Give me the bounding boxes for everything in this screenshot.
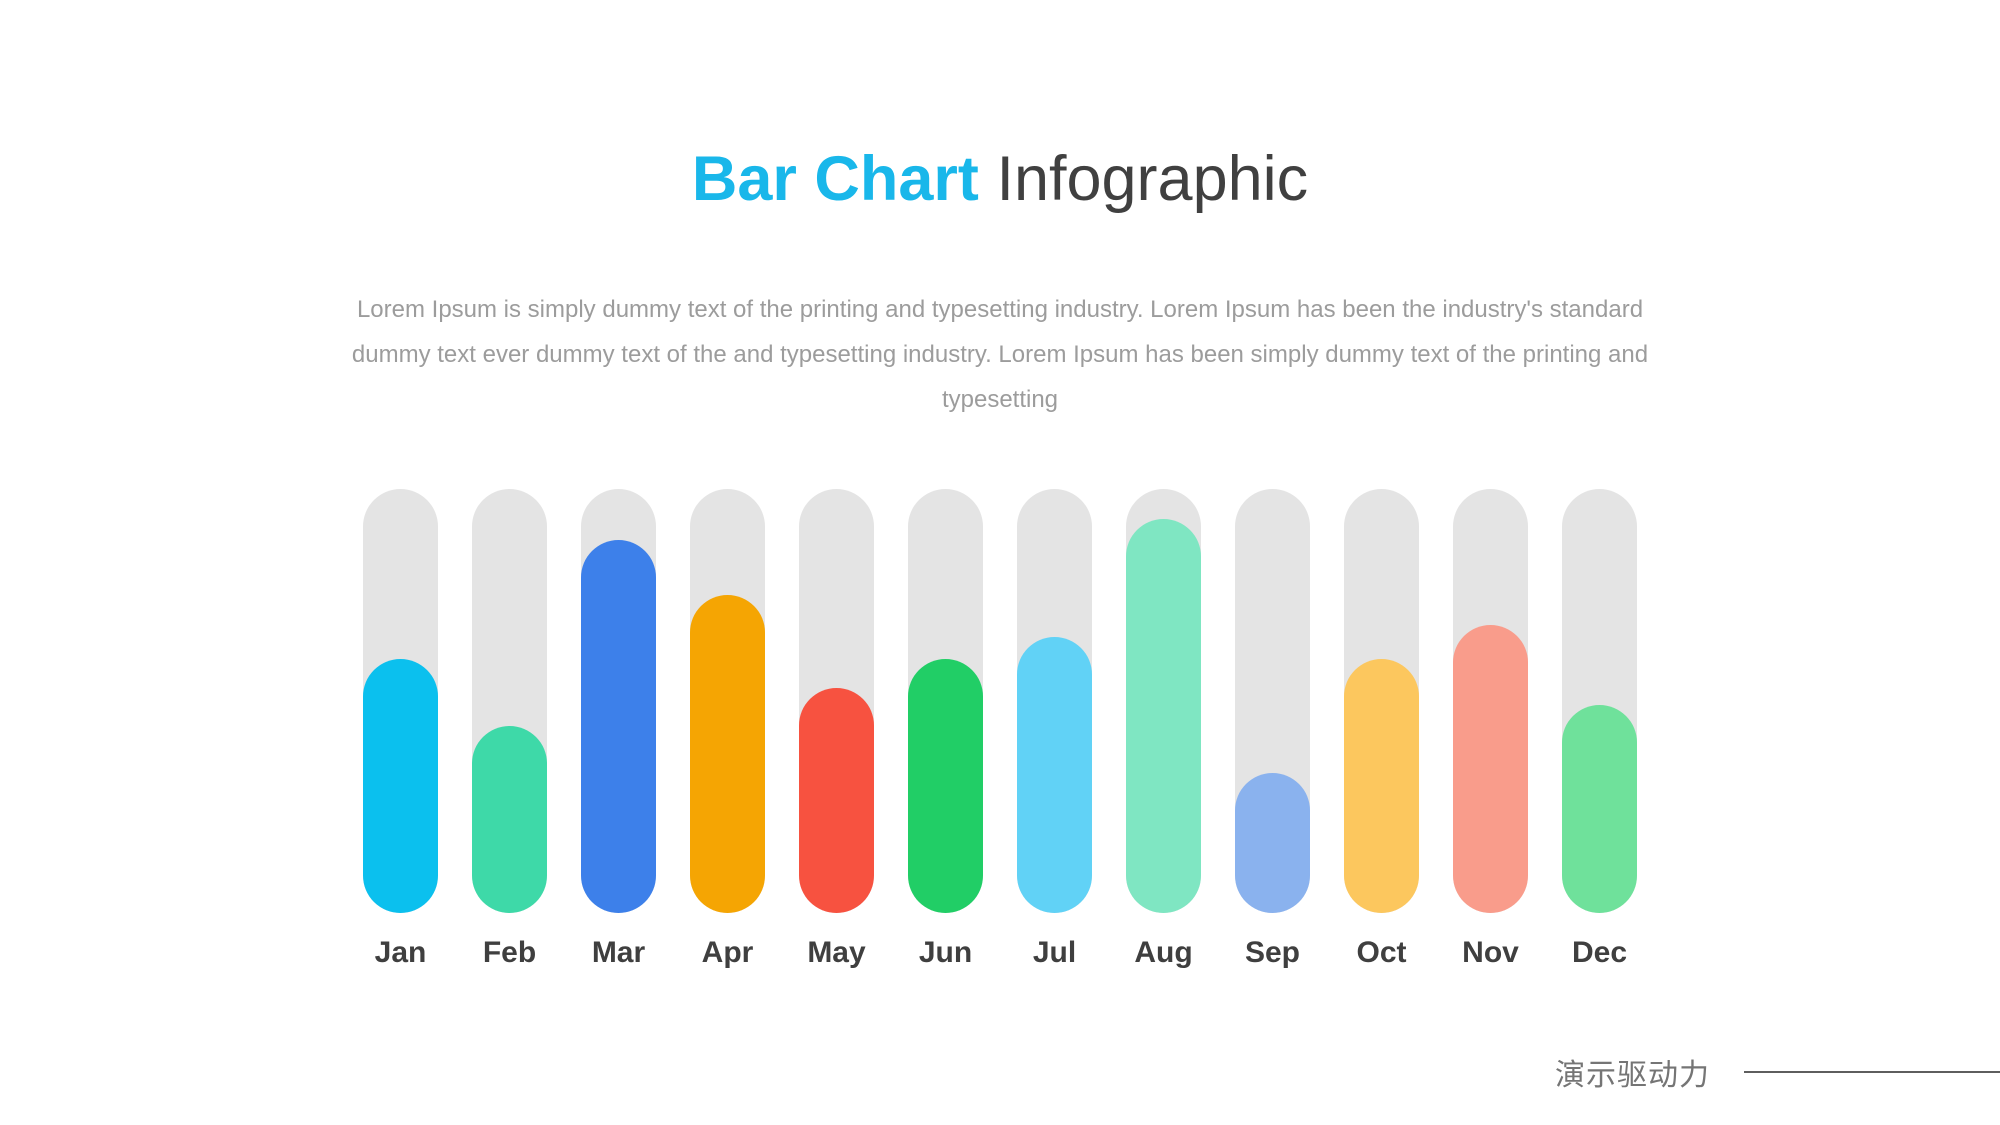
- bar-label: Oct: [1356, 936, 1407, 969]
- footer: 演示驱动力: [1555, 1050, 2000, 1094]
- bar-column: Dec: [1562, 489, 1637, 970]
- bar-track: [1017, 489, 1092, 913]
- bar-fill: [363, 658, 438, 913]
- bar-label: Jan: [374, 936, 427, 969]
- bar-column: Aug: [1126, 489, 1201, 970]
- bar-fill: [799, 688, 874, 913]
- bar-label: Apr: [701, 936, 754, 969]
- bar-track: [1235, 489, 1310, 913]
- bar-label: May: [807, 936, 866, 969]
- bar-fill: [581, 539, 656, 913]
- bar-column: Mar: [581, 489, 656, 970]
- bar-label: Mar: [591, 936, 646, 969]
- bar-column: Jul: [1017, 489, 1092, 970]
- footer-divider-line: [1744, 1071, 2000, 1073]
- page-title: Bar Chart Infographic: [0, 143, 2000, 215]
- bar-fill: [908, 658, 983, 913]
- bar-fill: [1017, 637, 1092, 913]
- bar-track: [472, 489, 547, 913]
- bar-label: Aug: [1134, 936, 1193, 969]
- bar-track: [581, 489, 656, 913]
- bar-column: Nov: [1453, 489, 1528, 970]
- bar-column: Jun: [908, 489, 983, 970]
- bar-track: [1562, 489, 1637, 913]
- bar-column: Feb: [472, 489, 547, 970]
- bar-track: [1126, 489, 1201, 913]
- bar-track: [690, 489, 765, 913]
- bar-fill: [1562, 705, 1637, 913]
- bar-column: May: [799, 489, 874, 970]
- bar-track: [1453, 489, 1528, 913]
- bar-track: [1344, 489, 1419, 913]
- bar-chart: Jan Feb Mar Apr May Jun Jul Aug Sep Oct Nov Dec: [363, 489, 1637, 970]
- bar-track: [799, 489, 874, 913]
- bar-fill: [1453, 624, 1528, 913]
- bar-track: [363, 489, 438, 913]
- bar-column: Sep: [1235, 489, 1310, 970]
- bar-fill: [1126, 518, 1201, 913]
- bar-fill: [472, 726, 547, 913]
- bar-label: Sep: [1244, 936, 1301, 969]
- bar-label: Dec: [1571, 936, 1628, 969]
- bar-fill: [690, 595, 765, 913]
- bar-track: [908, 489, 983, 913]
- bar-fill: [1344, 658, 1419, 913]
- bar-column: Jan: [363, 489, 438, 970]
- bar-label: Nov: [1462, 936, 1519, 969]
- bar-label: Jun: [918, 936, 973, 969]
- description-text: Lorem Ipsum is simply dummy text of the …: [351, 296, 1649, 413]
- bar-label: Jul: [1032, 936, 1077, 969]
- bar-label: Feb: [482, 936, 537, 969]
- bar-column: Apr: [690, 489, 765, 970]
- page-title-accent: Bar Chart: [691, 144, 979, 214]
- footer-brand-text: 演示驱动力: [1555, 1059, 1710, 1092]
- bar-fill: [1235, 773, 1310, 913]
- page-title-rest: Infographic: [996, 144, 1309, 214]
- bar-column: Oct: [1344, 489, 1419, 970]
